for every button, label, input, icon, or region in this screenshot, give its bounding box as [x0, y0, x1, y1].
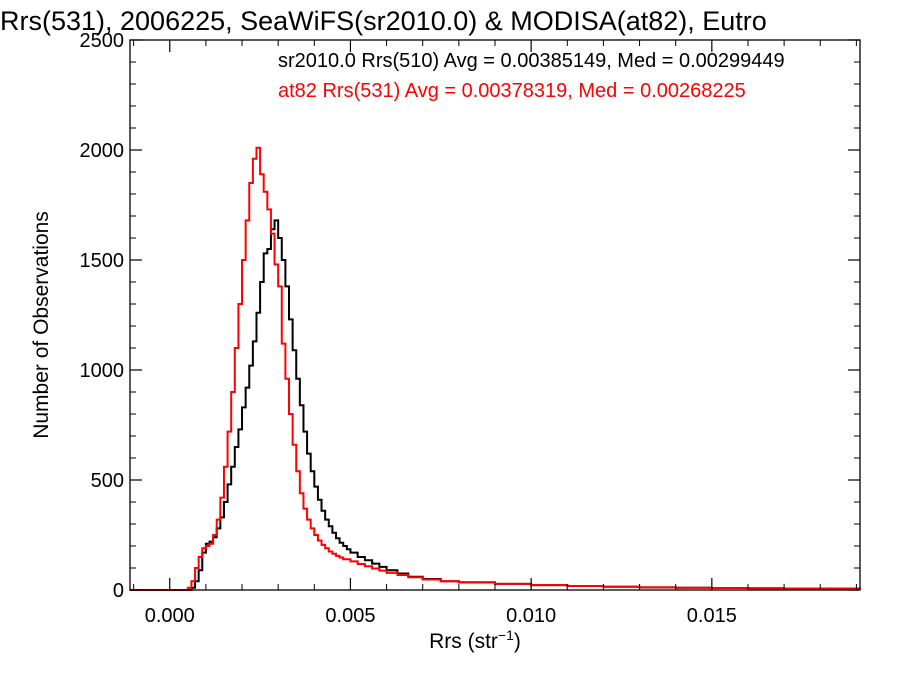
x-axis-label-superscript: −1	[498, 627, 514, 643]
y-tick-label: 2500	[80, 30, 125, 52]
x-tick-label: 0.000	[145, 605, 195, 627]
x-axis-label-close: )	[514, 630, 521, 653]
x-tick-label: 0.010	[506, 605, 556, 627]
series-red-line	[130, 146, 861, 591]
x-tick-label: 0.005	[325, 605, 375, 627]
plot-frame	[129, 39, 861, 591]
y-axis-ticks: 0 500 1000 1500 2000 2500	[80, 30, 860, 602]
annotation-sr2010: sr2010.0 Rrs(510) Avg = 0.00385149, Med …	[278, 50, 785, 72]
y-tick-label: 1000	[80, 360, 125, 382]
y-tick-label: 2000	[80, 140, 125, 162]
x-axis-label-text: Rrs (str	[429, 630, 498, 653]
y-axis-label: Number of Observations	[30, 211, 53, 439]
x-axis-label: Rrs (str−1)	[429, 627, 521, 653]
annotation-at82: at82 Rrs(531) Avg = 0.00378319, Med = 0.…	[278, 80, 746, 102]
x-axis-ticks: 0.000 0.005 0.010 0.015	[133, 40, 857, 627]
y-tick-label: 0	[113, 580, 124, 602]
chart-title: Rrs(531), 2006225, SeaWiFS(sr2010.0) & M…	[0, 6, 767, 36]
y-tick-label: 1500	[80, 250, 125, 272]
series-black-line	[130, 219, 861, 591]
y-tick-label: 500	[91, 470, 124, 492]
series-layer	[130, 146, 861, 591]
annotations: sr2010.0 Rrs(510) Avg = 0.00385149, Med …	[278, 50, 785, 102]
x-tick-label: 0.015	[687, 605, 737, 627]
